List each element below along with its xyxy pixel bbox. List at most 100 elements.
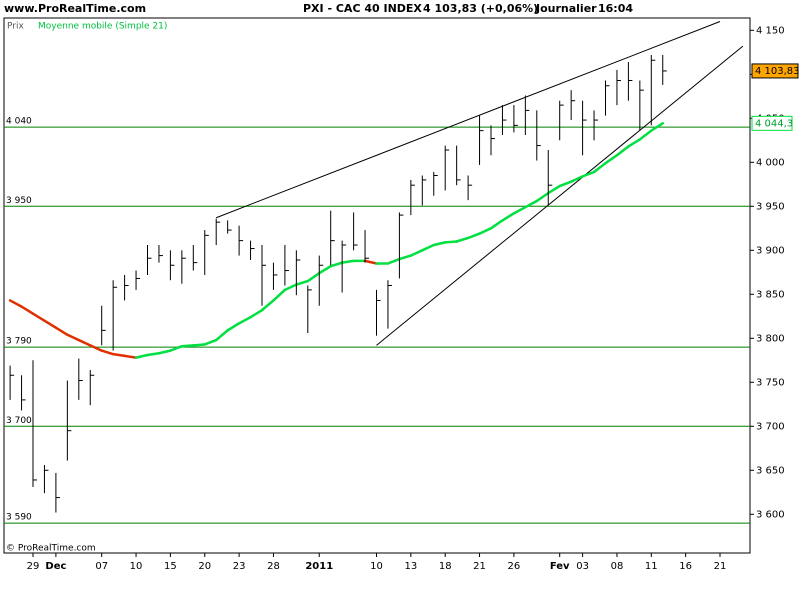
x-tick-label: Fev (550, 561, 570, 572)
moving-average (455, 236, 470, 243)
moving-average (54, 326, 69, 337)
x-tick-label: 21 (714, 561, 727, 572)
moving-average (615, 145, 630, 157)
moving-average (31, 312, 46, 322)
x-tick-label: 11 (645, 561, 658, 572)
moving-average (146, 352, 161, 357)
moving-average (340, 259, 355, 264)
x-tick-label: 26 (508, 561, 521, 572)
moving-average (8, 299, 23, 308)
x-tick-label: 16 (679, 561, 692, 572)
moving-average (283, 283, 298, 292)
moving-average (226, 322, 241, 332)
level-label: 3 700 (6, 416, 32, 426)
moving-average (363, 259, 378, 265)
x-tick-label: Dec (45, 561, 66, 572)
moving-average (214, 329, 229, 342)
moving-average (501, 212, 516, 222)
moving-average (134, 353, 149, 359)
trendline (376, 45, 744, 346)
moving-average (558, 180, 573, 188)
level-label: 3 590 (6, 513, 32, 523)
level-label: 3 950 (6, 196, 32, 206)
x-tick-label: 2011 (305, 561, 333, 572)
trendline (216, 21, 721, 219)
price-tag (751, 63, 799, 79)
legend-entry: Moyenne mobile (Simple 21) (38, 22, 167, 32)
moving-average (524, 199, 539, 209)
y-label: Prix (7, 22, 24, 32)
moving-average (421, 243, 435, 252)
moving-average (398, 254, 413, 261)
y-tick-label: 3 850 (756, 289, 785, 300)
moving-average (260, 299, 275, 312)
moving-average (547, 184, 561, 195)
y-tick-label: 3 900 (756, 245, 785, 256)
moving-average (443, 240, 458, 244)
price-tag-label: 4 103,83 (755, 66, 800, 77)
x-tick-label: 10 (370, 561, 383, 572)
moving-average (432, 241, 447, 247)
x-tick-label: 08 (611, 561, 624, 572)
x-tick-label: 29 (27, 561, 40, 572)
moving-average (466, 232, 481, 240)
site-name: www.ProRealTime.com (4, 2, 146, 15)
x-tick-label: 20 (198, 561, 211, 572)
copyright: © ProRealTime.com (6, 544, 96, 554)
x-tick-label: 28 (267, 561, 280, 572)
y-tick-label: 3 600 (756, 509, 785, 520)
ma-tag (751, 115, 793, 131)
moving-average (123, 354, 138, 359)
plot-area (4, 21, 750, 524)
x-tick-label: 18 (439, 561, 452, 572)
y-tick-label: 4 150 (756, 25, 785, 36)
moving-average (329, 261, 344, 268)
plot-frame (3, 17, 751, 554)
moving-average (535, 191, 550, 203)
moving-average (306, 271, 321, 283)
y-tick-label: 3 750 (756, 377, 785, 388)
level-label: 4 040 (6, 117, 32, 127)
moving-average (157, 349, 172, 355)
ma-tag-label: 4 044,3 (755, 118, 793, 129)
moving-average (249, 308, 264, 319)
moving-average (20, 305, 35, 315)
period: Journalier (535, 2, 597, 15)
moving-average (650, 122, 664, 132)
moving-average (192, 343, 206, 347)
moving-average (489, 219, 504, 230)
moving-average (100, 349, 115, 356)
y-tick-label: 3 950 (756, 201, 785, 212)
moving-average (592, 161, 607, 174)
moving-average (478, 227, 493, 235)
x-tick-label: 07 (95, 561, 108, 572)
x-tick-label: 23 (233, 561, 246, 572)
y-tick-label: 3 800 (756, 333, 785, 344)
moving-average (318, 264, 332, 275)
moving-average (386, 257, 401, 265)
chart-title: PXI - CAC 40 INDEX (303, 2, 422, 15)
moving-average (581, 170, 596, 178)
moving-average (604, 154, 619, 165)
x-tick-label: 10 (130, 561, 143, 572)
moving-average (627, 138, 642, 148)
moving-average (409, 249, 424, 257)
x-tick-label: 03 (576, 561, 589, 572)
moving-average (569, 175, 584, 183)
x-tick-label: 21 (473, 561, 486, 572)
x-tick-label: 15 (164, 561, 177, 572)
moving-average (180, 344, 195, 348)
x-tick-label: 13 (404, 561, 417, 572)
quote: 4 103,83 (+0,06%) (423, 2, 538, 15)
moving-average (169, 344, 184, 352)
moving-average (272, 288, 287, 302)
moving-average (638, 129, 653, 141)
moving-average (203, 338, 218, 346)
y-tick-label: 3 650 (756, 465, 785, 476)
time: 16:04 (598, 2, 633, 15)
y-tick-label: 4 000 (756, 157, 785, 168)
moving-average (237, 315, 252, 325)
moving-average (89, 344, 103, 352)
level-label: 3 790 (6, 337, 32, 347)
